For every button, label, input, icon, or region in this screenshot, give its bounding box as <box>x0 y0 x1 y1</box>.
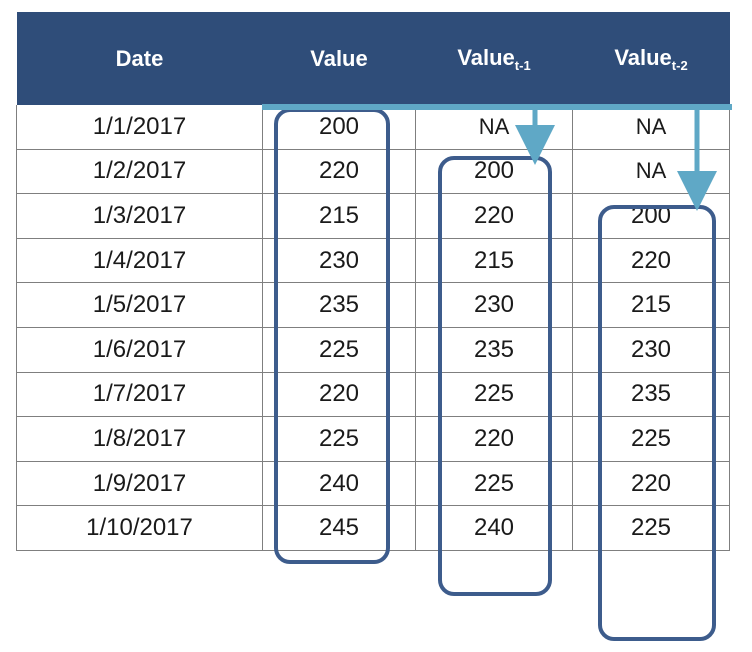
date-cell: 1/6/2017 <box>16 327 263 373</box>
table-row: 1/2/2017 220 200 NA <box>16 149 730 195</box>
value-lag2-cell: 220 <box>572 238 730 284</box>
value-cell: 245 <box>262 505 416 551</box>
value-lag1-cell: 215 <box>415 238 573 284</box>
table-row: 1/7/2017 220 225 235 <box>16 372 730 418</box>
date-cell: 1/9/2017 <box>16 461 263 507</box>
table-row: 1/8/2017 225 220 225 <box>16 416 730 462</box>
date-cell: 1/10/2017 <box>16 505 263 551</box>
value-lag1-cell: 240 <box>415 505 573 551</box>
value-lag2-cell: 225 <box>572 416 730 462</box>
date-cell: 1/3/2017 <box>16 193 263 239</box>
value-lag1-cell: 225 <box>415 461 573 507</box>
value-lag1-cell: 235 <box>415 327 573 373</box>
date-cell: 1/4/2017 <box>16 238 263 284</box>
value-lag2-cell: 225 <box>572 505 730 551</box>
value-lag1-cell: 230 <box>415 282 573 328</box>
table-row: 1/6/2017 225 235 230 <box>16 327 730 373</box>
header-date: Date <box>16 12 263 105</box>
date-cell: 1/2/2017 <box>16 149 263 195</box>
value-lag1-cell: NA <box>415 105 573 150</box>
header-value-lag2: Valuet-2 <box>572 12 730 105</box>
header-value-lag2-subscript: t-2 <box>671 57 688 73</box>
value-cell: 220 <box>262 372 416 418</box>
value-lag2-cell: 215 <box>572 282 730 328</box>
value-cell: 230 <box>262 238 416 284</box>
value-lag1-cell: 200 <box>415 149 573 195</box>
header-value: Value <box>262 12 416 105</box>
value-lag2-cell: 220 <box>572 461 730 507</box>
header-date-label: Date <box>115 45 164 71</box>
table-row: 1/4/2017 230 215 220 <box>16 238 730 284</box>
table-row: 1/9/2017 240 225 220 <box>16 461 730 507</box>
value-cell: 215 <box>262 193 416 239</box>
value-cell: 220 <box>262 149 416 195</box>
value-cell: 240 <box>262 461 416 507</box>
lag-table: Date Value Valuet-1 Valuet-2 1/1/2017 200… <box>16 12 730 551</box>
value-lag1-cell: 220 <box>415 416 573 462</box>
date-cell: 1/7/2017 <box>16 372 263 418</box>
table-row: 1/10/2017 245 240 225 <box>16 505 730 551</box>
date-cell: 1/8/2017 <box>16 416 263 462</box>
header-value-lag1: Valuet-1 <box>415 12 573 105</box>
header-value-lag2-label: Value <box>614 44 672 70</box>
value-cell: 225 <box>262 416 416 462</box>
value-lag1-cell: 220 <box>415 193 573 239</box>
value-lag2-cell: NA <box>572 149 730 195</box>
value-cell: 235 <box>262 282 416 328</box>
header-value-lag1-label: Value <box>457 44 515 70</box>
header-value-label: Value <box>310 45 368 71</box>
value-lag2-cell: NA <box>572 105 730 150</box>
value-lag1-cell: 225 <box>415 372 573 418</box>
header-row: Date Value Valuet-1 Valuet-2 <box>16 12 730 105</box>
table-row: 1/1/2017 200 NA NA <box>16 105 730 150</box>
value-lag2-cell: 200 <box>572 193 730 239</box>
date-cell: 1/5/2017 <box>16 282 263 328</box>
table-row: 1/3/2017 215 220 200 <box>16 193 730 239</box>
table-body: 1/1/2017 200 NA NA 1/2/2017 220 200 NA 1/3/2017 2… <box>16 105 730 551</box>
value-cell: 225 <box>262 327 416 373</box>
table-row: 1/5/2017 235 230 215 <box>16 282 730 328</box>
header-value-lag1-subscript: t-1 <box>514 57 531 73</box>
date-cell: 1/1/2017 <box>16 105 263 150</box>
value-lag2-cell: 235 <box>572 372 730 418</box>
value-cell: 200 <box>262 105 416 150</box>
value-lag2-cell: 230 <box>572 327 730 373</box>
